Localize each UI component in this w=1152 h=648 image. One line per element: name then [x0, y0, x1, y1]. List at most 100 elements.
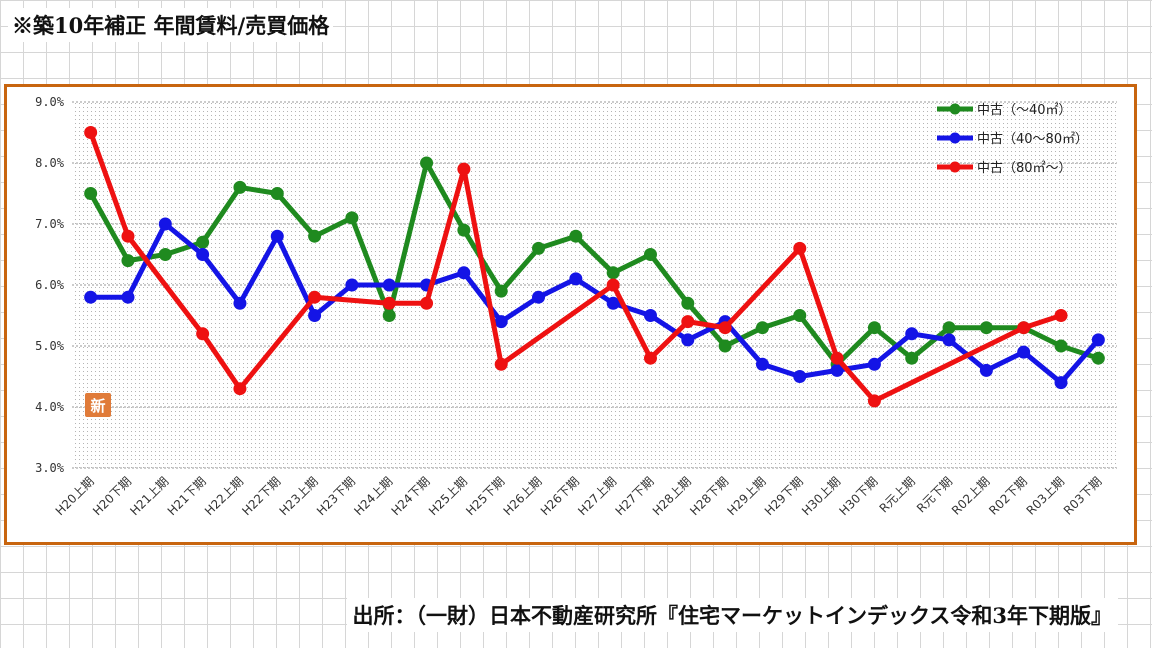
x-tick-label: H25上期 — [426, 474, 470, 518]
data-point — [308, 309, 322, 322]
data-point — [345, 278, 359, 292]
data-point — [643, 248, 657, 261]
data-point — [681, 315, 695, 329]
data-point — [755, 357, 769, 371]
series-3 — [84, 126, 1068, 408]
data-point — [84, 126, 98, 139]
series-line — [88, 130, 1064, 404]
data-point — [905, 327, 919, 341]
data-point — [270, 187, 284, 200]
data-point — [793, 309, 807, 322]
legend-item-3: 中古（80㎡～） — [937, 161, 1072, 176]
y-tick-label: 5.0% — [35, 339, 65, 353]
data-point — [494, 357, 508, 371]
series-1 — [84, 156, 1105, 371]
data-point — [420, 296, 434, 310]
legend-item-1: 中古（～40㎡） — [937, 103, 1072, 118]
data-point — [867, 357, 881, 371]
data-point — [1091, 351, 1105, 365]
y-tick-label: 8.0% — [35, 156, 65, 170]
data-point — [1091, 333, 1105, 347]
data-point — [867, 394, 881, 408]
badge-label: 新 — [90, 397, 105, 415]
data-point — [1054, 339, 1068, 353]
data-point — [382, 309, 396, 322]
x-tick-label: H23下期 — [314, 474, 358, 518]
data-point — [606, 296, 620, 310]
data-point — [830, 363, 844, 377]
data-point — [420, 156, 434, 170]
page-title: ※築10年補正 年間賃料/売買価格 — [8, 8, 334, 42]
legend-label: 中古（～40㎡） — [977, 103, 1072, 118]
data-point — [196, 235, 210, 249]
data-point — [681, 296, 695, 310]
x-tick-label: H21上期 — [127, 474, 171, 518]
x-tick-label: H26上期 — [501, 474, 545, 518]
y-tick-label: 3.0% — [35, 461, 65, 475]
x-tick-label: R02下期 — [986, 474, 1030, 518]
data-point — [494, 284, 508, 298]
data-point — [979, 321, 993, 335]
data-point — [643, 351, 657, 365]
new-badge: 新 — [85, 393, 111, 417]
data-point — [1054, 376, 1068, 390]
y-axis-ticks: 3.0% 4.0% 5.0% 6.0% 7.0% 8.0% 9.0% — [35, 95, 65, 475]
legend-marker — [949, 103, 961, 115]
badge-background — [85, 393, 111, 417]
x-tick-label: H27下期 — [613, 474, 657, 518]
plot-area — [72, 102, 1117, 468]
x-tick-label: R元上期 — [877, 474, 918, 515]
x-tick-label: H25下期 — [463, 474, 507, 518]
x-tick-label: H27上期 — [575, 474, 619, 518]
x-tick-label: H24下期 — [389, 474, 433, 518]
x-tick-label: H23上期 — [277, 474, 321, 518]
legend-label: 中古（80㎡～） — [977, 161, 1072, 176]
data-point — [121, 290, 135, 304]
data-point — [270, 229, 284, 243]
x-tick-label: H24上期 — [351, 474, 395, 518]
data-point — [382, 296, 396, 310]
data-point — [569, 272, 583, 286]
data-point — [643, 309, 657, 322]
data-point — [196, 327, 210, 341]
data-point — [308, 229, 322, 243]
data-point — [942, 321, 956, 335]
y-tick-label: 9.0% — [35, 95, 65, 109]
data-point — [606, 278, 620, 292]
data-point — [867, 321, 881, 335]
data-point — [494, 315, 508, 329]
data-point — [121, 229, 135, 243]
x-tick-label: H22下期 — [239, 474, 283, 518]
data-point — [1017, 345, 1031, 359]
data-point — [569, 229, 583, 243]
x-tick-label: H26下期 — [538, 474, 582, 518]
data-point — [84, 290, 98, 304]
source-credit: 出所：（一財）日本不動産研究所『住宅マーケットインデックス令和3年下期版』 — [346, 598, 1118, 632]
data-point — [84, 187, 98, 200]
data-point — [1017, 321, 1031, 335]
data-point — [196, 248, 210, 261]
data-point — [158, 248, 172, 261]
x-tick-label: H30下期 — [836, 474, 880, 518]
legend-marker — [949, 132, 961, 144]
legend-marker — [949, 161, 961, 173]
data-point — [457, 162, 471, 176]
series-2 — [84, 217, 1105, 390]
x-axis-ticks: H20上期H20下期H21上期H21下期H22上期H22下期H23上期H23下期… — [53, 474, 1105, 518]
data-point — [532, 241, 546, 255]
data-point — [345, 211, 359, 225]
y-tick-label: 7.0% — [35, 217, 65, 231]
y-tick-label: 4.0% — [35, 400, 65, 414]
data-point — [755, 321, 769, 335]
x-tick-label: H29上期 — [725, 474, 769, 518]
data-point — [308, 290, 322, 304]
data-point — [158, 217, 172, 231]
legend: 中古（～40㎡） 中古（40～80㎡） 中古（80㎡～） — [937, 103, 1088, 176]
data-point — [121, 254, 135, 268]
data-point — [905, 351, 919, 365]
series-line — [88, 221, 1101, 386]
x-tick-label: H20下期 — [90, 474, 134, 518]
x-tick-label: H21下期 — [165, 474, 209, 518]
data-point — [382, 278, 396, 292]
legend-item-2: 中古（40～80㎡） — [937, 132, 1088, 147]
